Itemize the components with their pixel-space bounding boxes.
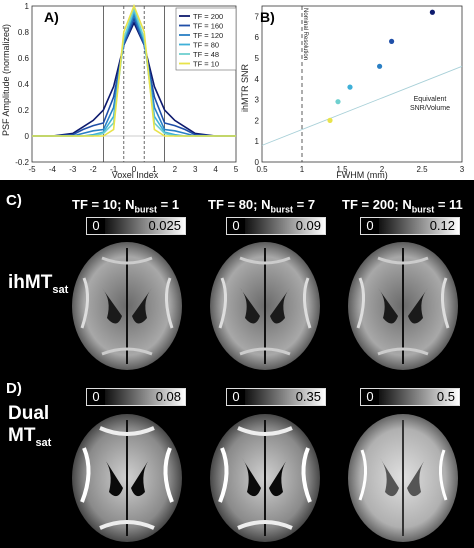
row-label-mtsat: MTsat [8,425,52,449]
series-line [32,16,236,137]
equivalent-snr-line [261,65,463,146]
y-tick-label: 1 [25,2,30,11]
data-point [377,63,383,69]
x-tick-label: -3 [69,165,77,174]
snr-volume-label: SNR/Volume [410,105,450,112]
x-tick-label: 2.5 [416,165,428,174]
row-label-dual-line1: Dual [8,403,50,424]
legend-entry: TF = 160 [193,22,223,31]
series-line [32,20,236,137]
col-header-1: TF = 10; Nburst = 1 [72,197,180,215]
brain-mtsat-2 [208,412,322,544]
nominal-resolution-label: Nominal Resolution [302,8,308,60]
y-tick-label: 6 [255,33,260,42]
snr-chart: 0.5 1 1.5 2 2.5 3 0 1 2 3 4 5 6 7 B) ihMTR SNR FWHM (… [240,5,465,180]
x-tick-label: 2 [380,165,385,174]
colorbar-c1: 0 0.025 [86,217,186,235]
data-point [327,117,333,123]
x-tick-label: 1.5 [336,165,348,174]
panel-d-letter: D) [6,380,22,397]
legend-entry: TF = 10 [193,60,219,69]
legend-entry: TF = 120 [193,31,223,40]
legend-entry: TF = 80 [193,41,219,50]
brain-ihmt-2 [208,240,322,372]
y-tick-label: 0.4 [18,80,30,89]
y-tick-label: 7 [255,12,260,21]
colorbar-d3: 0 0.5 [360,388,460,406]
panel-b-ylabel: ihMTR SNR [240,64,250,113]
colorbar-c3: 0 0.12 [360,217,460,235]
y-tick-label: 0.6 [18,54,30,63]
panel-c-letter: C) [6,192,22,209]
panel-b-xlabel: FWHM (mm) [336,170,387,180]
y-tick-label: 4 [255,75,260,84]
series-line [32,3,236,137]
x-tick-label: 0.5 [256,165,268,174]
panel-a-ylabel: PSF Amplitude (normalized) [1,24,11,136]
x-tick-label: -2 [90,165,98,174]
colorbar-d2: 0 0.35 [226,388,326,406]
y-tick-label: 3 [255,96,260,105]
legend-entry: TF = 48 [193,50,219,59]
x-tick-label: 1 [152,165,157,174]
x-tick-label: 4 [213,165,218,174]
x-tick-label: 2 [173,165,178,174]
plot-frame [261,5,463,163]
series-line [32,12,236,137]
data-point [389,38,395,44]
data-point [429,9,435,15]
equivalent-label: Equivalent [414,96,447,103]
y-tick-label: -0.2 [15,158,29,167]
x-tick-label: 0 [132,165,137,174]
y-tick-label: 5 [255,54,260,63]
panel-a-letter: A) [44,9,59,25]
colorbar-c2: 0 0.09 [226,217,326,235]
x-tick-label: 1 [300,165,305,174]
x-tick-label: 3 [460,165,465,174]
brain-ihmt-3 [346,240,460,372]
col-header-3: TF = 200; Nburst = 11 [342,197,463,215]
y-tick-label: 0.2 [18,106,30,115]
x-tick-label: 5 [234,165,239,174]
data-point [335,99,341,105]
data-point [347,84,353,90]
brain-mtsat-1 [70,412,184,544]
colorbar-d1: 0 0.08 [86,388,186,406]
panel-a-xlabel: Voxel Index [112,170,159,180]
brain-ihmt-1 [70,240,184,372]
legend-box [175,7,237,71]
row-label-ihmt: ihMTsat [8,272,69,296]
y-tick-label: 0 [25,132,30,141]
psf-chart: -5 -4 -3 -2 -1 0 1 2 3 4 5 -0.2 0 0.2 0.4 0.6 0.8 1 A) PS… [1,2,239,180]
y-tick-label: 0 [255,158,260,167]
y-tick-label: 0.8 [18,28,30,37]
y-tick-label: 2 [255,116,260,125]
brain-mtsat-3 [346,412,460,544]
panel-b-letter: B) [260,9,275,25]
x-tick-label: -1 [110,165,118,174]
y-tick-label: 1 [255,137,260,146]
x-tick-label: -4 [49,165,57,174]
x-tick-label: 3 [193,165,198,174]
x-tick-label: -5 [28,165,36,174]
legend-entry: TF = 200 [193,12,223,21]
col-header-2: TF = 80; Nburst = 7 [208,197,316,215]
